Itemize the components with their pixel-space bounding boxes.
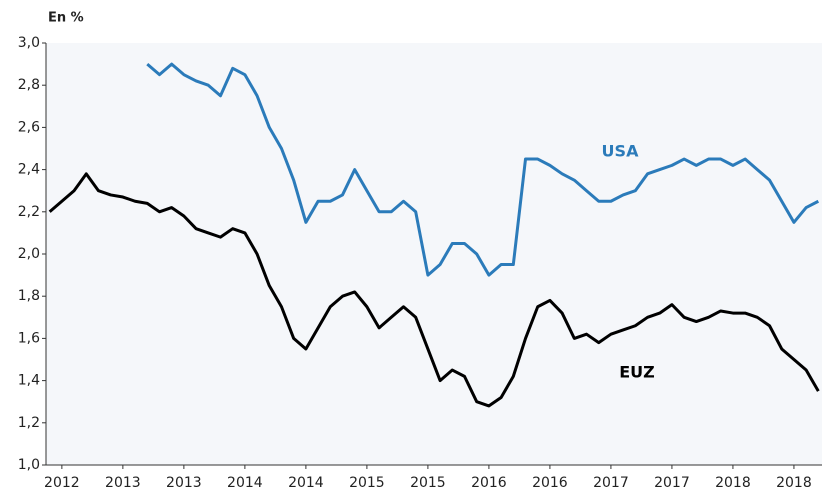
y-axis-label: En % bbox=[48, 11, 84, 26]
x-tick-label: 2014 bbox=[288, 475, 324, 491]
y-tick-label: 1,4 bbox=[18, 373, 40, 389]
y-tick-label: 1,2 bbox=[18, 415, 40, 431]
x-tick-label: 2012 bbox=[44, 475, 80, 491]
y-tick-label: 2,0 bbox=[18, 246, 40, 262]
y-tick-label: 1,8 bbox=[18, 288, 40, 304]
line-series bbox=[146, 62, 820, 277]
x-tick-label: 2013 bbox=[166, 475, 202, 491]
x-tick-label: 2014 bbox=[227, 475, 263, 491]
x-tick-label: 2017 bbox=[593, 475, 629, 491]
x-tick-label: 2016 bbox=[532, 475, 568, 491]
y-tick-label: 3,0 bbox=[18, 35, 40, 51]
series-annotation: USA bbox=[602, 142, 640, 161]
y-tick-label: 2,6 bbox=[18, 119, 40, 135]
x-tick-label: 2016 bbox=[471, 475, 507, 491]
x-tick-label: 2018 bbox=[776, 475, 812, 491]
line-series bbox=[48, 172, 820, 408]
x-tick-label: 2013 bbox=[105, 475, 141, 491]
x-tick-label: 2015 bbox=[349, 475, 385, 491]
series-annotation: EUZ bbox=[619, 363, 655, 382]
x-tick-label: 2017 bbox=[654, 475, 690, 491]
y-tick-label: 2,8 bbox=[18, 77, 40, 93]
plot-area bbox=[46, 43, 822, 465]
y-tick-label: 2,2 bbox=[18, 204, 40, 220]
y-tick-label: 2,4 bbox=[18, 162, 40, 178]
x-tick-label: 2018 bbox=[715, 475, 751, 491]
y-tick-label: 1,6 bbox=[18, 330, 40, 346]
y-tick-label: 1,0 bbox=[18, 457, 40, 473]
x-tick-label: 2015 bbox=[410, 475, 446, 491]
